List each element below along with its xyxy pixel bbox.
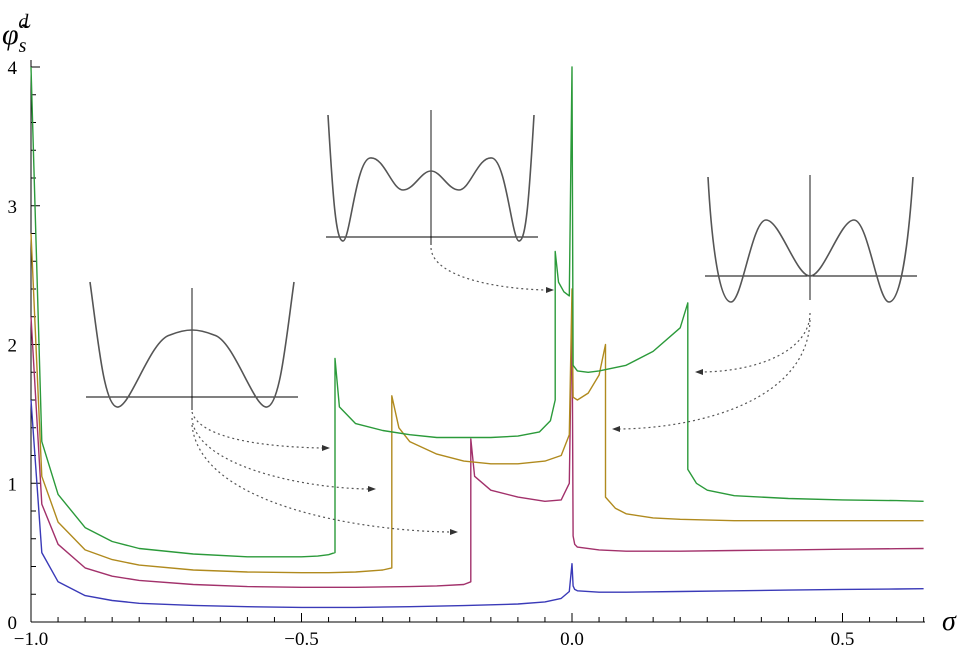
y-tick-label: 4 — [8, 58, 18, 79]
pointer-left-to-olive — [191, 417, 369, 490]
y-axis-label-sup: d — [18, 11, 29, 33]
pointer-left-to-green — [191, 411, 323, 449]
pointer-left-to-magenta — [191, 424, 451, 533]
series-line-2 — [30, 302, 924, 588]
series-line-4 — [30, 66, 924, 558]
tick-marks — [30, 66, 925, 623]
pointer-middle-to-green-peak — [430, 247, 547, 291]
pointer-left-to-olive-head — [368, 486, 376, 492]
inset-middle-curve — [327, 114, 535, 242]
pointer-right-to-olive-head — [612, 426, 620, 432]
y-tick-label: 0 — [8, 613, 18, 634]
pointer-middle-to-green-peak-head — [546, 287, 554, 293]
x-tick-label: 0.5 — [831, 629, 855, 650]
inset-potential-middle — [326, 110, 538, 245]
pointer-left-to-green-head — [322, 445, 330, 451]
tick-labels: −1.0 −0.5 0.0 0.5 0 1 2 3 4 — [8, 58, 855, 650]
pointer-right-to-green-head — [695, 369, 703, 375]
y-axis-label: φ̃sd — [2, 11, 31, 57]
inset-right-curve — [707, 176, 914, 303]
axes — [30, 60, 925, 623]
y-tick-label: 2 — [8, 336, 18, 357]
pointer-right-to-green — [702, 312, 811, 373]
inset-potential-right — [705, 175, 917, 303]
data-series — [30, 66, 924, 609]
series-line-3 — [30, 233, 924, 574]
x-tick-label: 0.0 — [560, 629, 584, 650]
inset-pointers — [191, 247, 811, 535]
pointer-left-to-magenta-head — [450, 529, 458, 535]
y-axis-label-sub: s — [19, 35, 27, 57]
inset-potential-left — [86, 281, 298, 410]
x-tick-label: −0.5 — [284, 629, 318, 650]
y-tick-label: 3 — [8, 197, 18, 218]
inset-left-curve — [89, 281, 295, 408]
pointer-right-to-olive — [619, 319, 811, 430]
series-line-1 — [30, 399, 924, 609]
x-axis-label: σ — [942, 606, 957, 637]
y-tick-label: 1 — [8, 474, 18, 495]
x-tick-label: −1.0 — [14, 629, 48, 650]
